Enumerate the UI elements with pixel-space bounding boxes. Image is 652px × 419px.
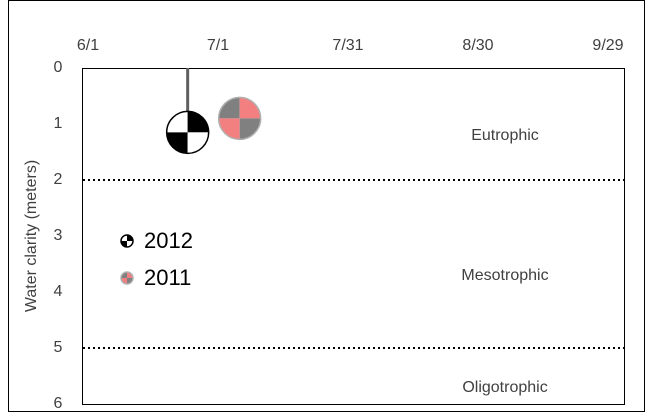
disk-quadrant — [127, 241, 133, 247]
legend-label: 2012 — [144, 228, 193, 253]
legend-marker — [120, 271, 134, 285]
disk-quadrant — [121, 235, 127, 241]
chart-border — [8, 0, 645, 412]
zone-label: Mesotrophic — [461, 267, 548, 284]
disk-quadrant — [127, 278, 133, 284]
secchi-disk — [217, 96, 262, 141]
disk-quadrant — [127, 272, 133, 278]
y-tick-label: 2 — [54, 171, 63, 188]
disk-quadrant — [127, 235, 133, 241]
x-tick-label: 9/29 — [592, 37, 623, 54]
zone-label: Oligotrophic — [462, 379, 547, 396]
disk-outline — [165, 110, 210, 155]
y-tick-label: 6 — [54, 395, 63, 412]
disk-quadrant — [121, 241, 127, 247]
disk-quadrant — [218, 118, 240, 140]
x-tick-label: 7/31 — [332, 37, 363, 54]
disk-quadrant — [187, 132, 209, 154]
disk-quadrant — [166, 111, 188, 133]
y-tick-label: 0 — [54, 59, 63, 76]
y-tick-label: 1 — [54, 115, 63, 132]
x-tick-label: 8/30 — [462, 37, 493, 54]
y-tick-label: 3 — [54, 227, 63, 244]
disk-quadrant — [121, 272, 127, 278]
disk-outline — [217, 96, 262, 141]
x-tick-label: 6/1 — [77, 37, 99, 54]
disk-quadrant — [239, 118, 261, 140]
secchi-disk — [165, 110, 210, 155]
disk-quadrant — [218, 97, 240, 119]
legend-label: 2011 — [144, 265, 191, 290]
y-axis-label: Water clarity (meters) — [23, 160, 40, 312]
legend-marker — [120, 234, 134, 248]
disk-outline — [120, 271, 134, 285]
plot-border — [82, 68, 625, 405]
y-tick-label: 5 — [54, 339, 63, 356]
y-tick-label: 4 — [54, 283, 63, 300]
disk-quadrant — [239, 97, 261, 119]
zone-label: Eutrophic — [471, 127, 539, 144]
disk-quadrant — [121, 278, 127, 284]
disk-quadrant — [187, 111, 209, 133]
x-tick-label: 7/1 — [207, 37, 229, 54]
disk-outline — [120, 234, 134, 248]
disk-quadrant — [166, 132, 188, 154]
